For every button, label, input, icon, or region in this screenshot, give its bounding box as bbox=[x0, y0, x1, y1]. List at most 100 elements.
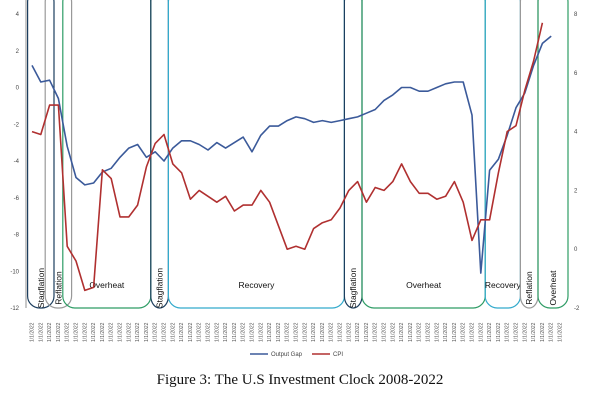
left-tick-label: 0 bbox=[16, 86, 20, 92]
right-tick-label: -2 bbox=[574, 306, 580, 312]
x-tick-label: 1/1/2022 bbox=[329, 322, 335, 342]
x-tick-label: 1/1/2022 bbox=[267, 322, 273, 342]
x-tick-label: 1/1/2022 bbox=[47, 322, 53, 342]
phase-label-recovery: Recovery bbox=[485, 280, 522, 290]
x-tick-label: 1/1/2022 bbox=[197, 322, 203, 342]
legend-label-output-gap: Output Gap bbox=[271, 352, 303, 358]
x-tick-label: 1/1/2022 bbox=[188, 322, 194, 342]
phase-box-recovery bbox=[167, 0, 345, 309]
x-tick-label: 1/1/2022 bbox=[38, 322, 44, 342]
x-tick-label: 1/1/2022 bbox=[241, 322, 247, 342]
right-tick-label: 2 bbox=[574, 188, 578, 194]
x-tick-label: 1/1/2022 bbox=[558, 322, 564, 342]
phase-box-overheat bbox=[361, 0, 486, 309]
x-tick-label: 1/1/2022 bbox=[82, 322, 88, 342]
x-tick-label: 1/1/2022 bbox=[100, 322, 106, 342]
x-tick-label: 1/1/2022 bbox=[390, 322, 396, 342]
x-tick-label: 1/1/2022 bbox=[408, 322, 414, 342]
right-tick-label: 0 bbox=[574, 247, 578, 253]
x-tick-label: 1/1/2022 bbox=[153, 322, 159, 342]
x-tick-label: 1/1/2022 bbox=[452, 322, 458, 342]
x-tick-label: 1/1/2022 bbox=[118, 322, 124, 342]
x-tick-label: 1/1/2022 bbox=[382, 322, 388, 342]
x-tick-label: 1/1/2022 bbox=[540, 322, 546, 342]
phase-label-overheat: Overheat bbox=[406, 280, 442, 290]
x-tick-label: 1/1/2022 bbox=[399, 322, 405, 342]
phase-box-reflation bbox=[519, 0, 539, 309]
x-tick-label: 1/1/2022 bbox=[496, 322, 502, 342]
left-y-axis: 4 2 0 -2 -4 -6 -8 -10 -12 bbox=[10, 0, 27, 312]
x-tick-label: 1/1/2022 bbox=[487, 322, 493, 342]
x-tick-label: 1/1/2022 bbox=[30, 322, 36, 342]
x-tick-label: 1/1/2022 bbox=[522, 322, 528, 342]
phase-label-overheat: Overheat bbox=[548, 270, 558, 306]
left-tick-label: -12 bbox=[10, 306, 19, 312]
x-tick-label: 1/1/2022 bbox=[258, 322, 264, 342]
x-tick-label: 1/1/2022 bbox=[294, 322, 300, 342]
phase-label-recovery: Recovery bbox=[238, 280, 275, 290]
x-tick-label: 1/1/2022 bbox=[346, 322, 352, 342]
left-tick-label: -2 bbox=[14, 122, 20, 128]
x-tick-label: 1/1/2022 bbox=[74, 322, 80, 342]
x-tick-label: 1/1/2022 bbox=[434, 322, 440, 342]
left-tick-label: -8 bbox=[14, 233, 20, 239]
series-line-cpi bbox=[31, 22, 544, 292]
right-y-axis: 8 6 4 2 0 -2 bbox=[574, 12, 580, 312]
x-tick-label: 1/1/2022 bbox=[461, 322, 467, 342]
phase-box-stagflation bbox=[150, 0, 169, 309]
x-tick-label: 1/1/2022 bbox=[478, 322, 484, 342]
phase-box-reflation bbox=[44, 0, 73, 309]
x-tick-label: 1/1/2022 bbox=[285, 322, 291, 342]
x-tick-label: 1/1/2022 bbox=[162, 322, 168, 342]
x-tick-label: 1/1/2022 bbox=[206, 322, 212, 342]
x-tick-label: 1/1/2022 bbox=[417, 322, 423, 342]
legend: Output Gap CPI bbox=[250, 352, 343, 358]
x-tick-label: 1/1/2022 bbox=[65, 322, 71, 342]
left-tick-label: 2 bbox=[16, 49, 20, 55]
x-tick-label: 1/1/2022 bbox=[223, 322, 229, 342]
phase-boxes: Stagflation Reflation Overheat Stagflation R… bbox=[27, 0, 569, 309]
x-tick-label: 1/1/2022 bbox=[126, 322, 132, 342]
right-tick-label: 4 bbox=[574, 130, 578, 136]
x-tick-label: 1/1/2022 bbox=[373, 322, 379, 342]
left-tick-label: -6 bbox=[14, 196, 20, 202]
x-tick-label: 1/1/2022 bbox=[549, 322, 555, 342]
left-tick-label: 4 bbox=[16, 12, 20, 18]
x-tick-label: 1/1/2022 bbox=[109, 322, 115, 342]
phase-box-stagflation bbox=[343, 0, 363, 309]
x-tick-label: 1/1/2022 bbox=[311, 322, 317, 342]
x-tick-label: 1/1/2022 bbox=[426, 322, 432, 342]
x-tick-label: 1/1/2022 bbox=[470, 322, 476, 342]
left-tick-label: -10 bbox=[10, 269, 19, 275]
series-lines bbox=[31, 22, 552, 292]
x-tick-label: 1/1/2022 bbox=[56, 322, 62, 342]
right-tick-label: 6 bbox=[574, 71, 578, 77]
x-tick-label: 1/1/2022 bbox=[179, 322, 185, 342]
phase-box-stagflation bbox=[27, 0, 55, 309]
legend-label-cpi: CPI bbox=[333, 352, 343, 358]
x-tick-label: 1/1/2022 bbox=[320, 322, 326, 342]
x-tick-label: 1/1/2022 bbox=[144, 322, 150, 342]
x-axis-labels: 1/1/2022 1/1/2022 1/1/2022 1/1/2022 1/1/2022… bbox=[30, 322, 564, 342]
x-tick-label: 1/1/2022 bbox=[135, 322, 141, 342]
phase-box-overheat bbox=[537, 0, 569, 309]
phase-label-stagflation: Stagflation bbox=[348, 268, 358, 308]
x-tick-label: 1/1/2022 bbox=[505, 322, 511, 342]
investment-clock-chart: Stagflation Reflation Overheat Stagflation R… bbox=[10, 0, 580, 358]
figure-caption: Figure 3: The U.S Investment Clock 2008-… bbox=[156, 372, 444, 388]
phase-label-stagflation: Stagflation bbox=[155, 268, 165, 308]
x-tick-label: 1/1/2022 bbox=[214, 322, 220, 342]
phase-label-stagflation: Stagflation bbox=[36, 268, 46, 308]
series-line-output-gap bbox=[31, 35, 552, 274]
right-tick-label: 8 bbox=[574, 12, 578, 18]
left-tick-label: -4 bbox=[14, 159, 20, 165]
phase-label-overheat: Overheat bbox=[89, 280, 125, 290]
x-tick-label: 1/1/2022 bbox=[531, 322, 537, 342]
x-tick-label: 1/1/2022 bbox=[250, 322, 256, 342]
x-tick-label: 1/1/2022 bbox=[364, 322, 370, 342]
x-tick-label: 1/1/2022 bbox=[170, 322, 176, 342]
phase-label-reflation: Reflation bbox=[53, 271, 63, 305]
x-tick-label: 1/1/2022 bbox=[443, 322, 449, 342]
x-tick-label: 1/1/2022 bbox=[514, 322, 520, 342]
x-tick-label: 1/1/2022 bbox=[232, 322, 238, 342]
